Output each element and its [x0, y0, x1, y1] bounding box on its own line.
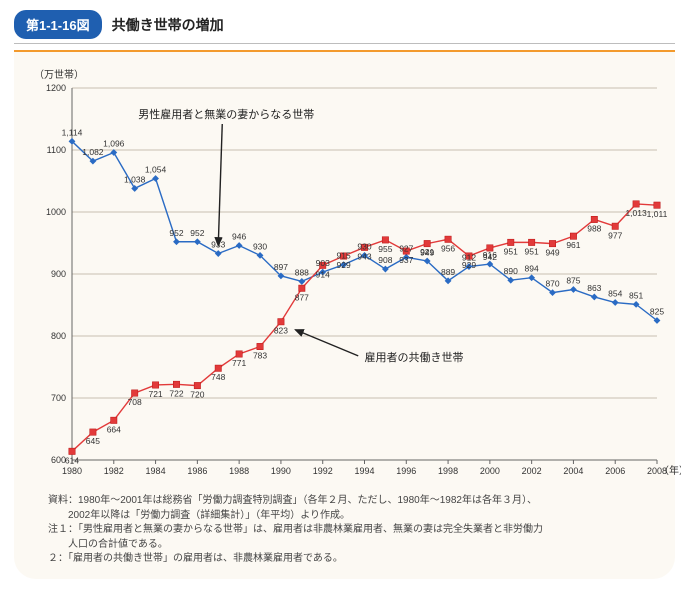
- svg-text:929: 929: [337, 260, 351, 270]
- svg-text:1,038: 1,038: [124, 174, 146, 184]
- footnote-source-cont: 2002年以降は「労働力調査（詳細集計）」（年平均）より作成。: [48, 509, 661, 524]
- svg-text:1988: 1988: [229, 466, 249, 476]
- svg-text:645: 645: [86, 436, 100, 446]
- svg-text:708: 708: [128, 397, 142, 407]
- svg-text:1990: 1990: [271, 466, 291, 476]
- svg-text:870: 870: [545, 279, 559, 289]
- svg-text:937: 937: [399, 255, 413, 265]
- svg-text:930: 930: [357, 241, 371, 251]
- svg-text:1,013: 1,013: [625, 208, 647, 218]
- svg-text:908: 908: [378, 255, 392, 265]
- svg-text:961: 961: [566, 240, 580, 250]
- svg-text:889: 889: [441, 267, 455, 277]
- svg-text:863: 863: [587, 283, 601, 293]
- annotation-series-b: 雇用者の共働き世帯: [365, 350, 464, 364]
- svg-text:748: 748: [211, 372, 225, 382]
- svg-text:888: 888: [295, 267, 309, 277]
- svg-text:783: 783: [253, 351, 267, 361]
- svg-text:1998: 1998: [438, 466, 458, 476]
- svg-text:1200: 1200: [46, 83, 66, 93]
- svg-text:988: 988: [587, 223, 601, 233]
- svg-text:1980: 1980: [62, 466, 82, 476]
- svg-text:952: 952: [190, 228, 204, 238]
- footnote-note1: 注１：「男性雇用者と無業の妻からなる世帯」は、雇用者は非農林業雇用者、無業の妻は…: [48, 523, 661, 538]
- svg-text:903: 903: [316, 258, 330, 268]
- svg-text:2000: 2000: [480, 466, 500, 476]
- svg-text:977: 977: [608, 230, 622, 240]
- annotation-series-a: 男性雇用者と無業の妻からなる世帯: [138, 107, 314, 121]
- svg-text:951: 951: [504, 246, 518, 256]
- svg-text:949: 949: [420, 248, 434, 258]
- svg-text:930: 930: [253, 241, 267, 251]
- svg-text:2004: 2004: [563, 466, 583, 476]
- svg-text:（年）: （年）: [659, 464, 681, 477]
- svg-text:614: 614: [65, 455, 79, 465]
- svg-text:877: 877: [295, 292, 309, 302]
- svg-text:664: 664: [107, 424, 121, 434]
- svg-text:927: 927: [399, 243, 413, 253]
- svg-text:722: 722: [169, 388, 183, 398]
- svg-text:1994: 1994: [354, 466, 374, 476]
- svg-text:851: 851: [629, 290, 643, 300]
- figure-header: 第1-1-16図 共働き世帯の増加: [14, 10, 675, 44]
- svg-text:949: 949: [545, 248, 559, 258]
- svg-text:825: 825: [650, 307, 664, 317]
- footnotes: 資料：1980年〜2001年は総務省「労働力調査特別調査」（各年２月、ただし、1…: [20, 490, 669, 569]
- svg-text:854: 854: [608, 289, 622, 299]
- svg-text:875: 875: [566, 276, 580, 286]
- svg-text:1,082: 1,082: [82, 147, 104, 157]
- svg-text:721: 721: [148, 389, 162, 399]
- footnote-note2: ２：「雇用者の共働き世帯」の雇用者は、非農林業雇用者である。: [48, 552, 661, 567]
- svg-text:1,114: 1,114: [62, 127, 83, 137]
- svg-text:914: 914: [316, 269, 330, 279]
- svg-text:929: 929: [462, 260, 476, 270]
- svg-text:823: 823: [274, 326, 288, 336]
- svg-text:600: 600: [51, 455, 66, 465]
- svg-text:952: 952: [169, 228, 183, 238]
- svg-text:1000: 1000: [46, 207, 66, 217]
- svg-text:1,011: 1,011: [647, 209, 668, 219]
- svg-text:1982: 1982: [104, 466, 124, 476]
- svg-text:1984: 1984: [146, 466, 166, 476]
- figure-badge: 第1-1-16図: [14, 10, 102, 39]
- svg-text:890: 890: [504, 266, 518, 276]
- svg-text:1,096: 1,096: [103, 138, 125, 148]
- svg-text:2002: 2002: [522, 466, 542, 476]
- svg-text:951: 951: [525, 246, 539, 256]
- svg-text:（万世帯）: （万世帯）: [34, 68, 84, 81]
- svg-text:943: 943: [357, 251, 371, 261]
- svg-text:2006: 2006: [605, 466, 625, 476]
- svg-text:956: 956: [441, 243, 455, 253]
- svg-text:1996: 1996: [396, 466, 416, 476]
- svg-text:942: 942: [483, 252, 497, 262]
- svg-text:897: 897: [274, 262, 288, 272]
- svg-text:800: 800: [51, 331, 66, 341]
- footnote-note1-cont: 人口の合計値である。: [48, 538, 661, 553]
- svg-text:946: 946: [232, 231, 246, 241]
- line-chart: 600 700 800 900 1000 1100 1200 1980 1982 1984 1986…: [20, 60, 681, 490]
- svg-text:1100: 1100: [47, 145, 66, 155]
- svg-text:1,054: 1,054: [145, 165, 167, 175]
- svg-text:1986: 1986: [187, 466, 207, 476]
- footnote-source: 資料：1980年〜2001年は総務省「労働力調査特別調査」（各年２月、ただし、1…: [48, 494, 661, 509]
- svg-text:900: 900: [51, 269, 66, 279]
- svg-text:700: 700: [51, 393, 66, 403]
- svg-text:894: 894: [525, 264, 539, 274]
- svg-text:1992: 1992: [313, 466, 333, 476]
- figure-title: 共働き世帯の増加: [112, 15, 224, 35]
- svg-text:771: 771: [232, 358, 246, 368]
- svg-text:955: 955: [378, 244, 392, 254]
- chart-area: 600 700 800 900 1000 1100 1200 1980 1982 1984 1986…: [14, 50, 675, 579]
- svg-text:720: 720: [190, 390, 204, 400]
- figure-container: 第1-1-16図 共働き世帯の増加 600 700 800 900 1000 1100 12…: [0, 0, 689, 593]
